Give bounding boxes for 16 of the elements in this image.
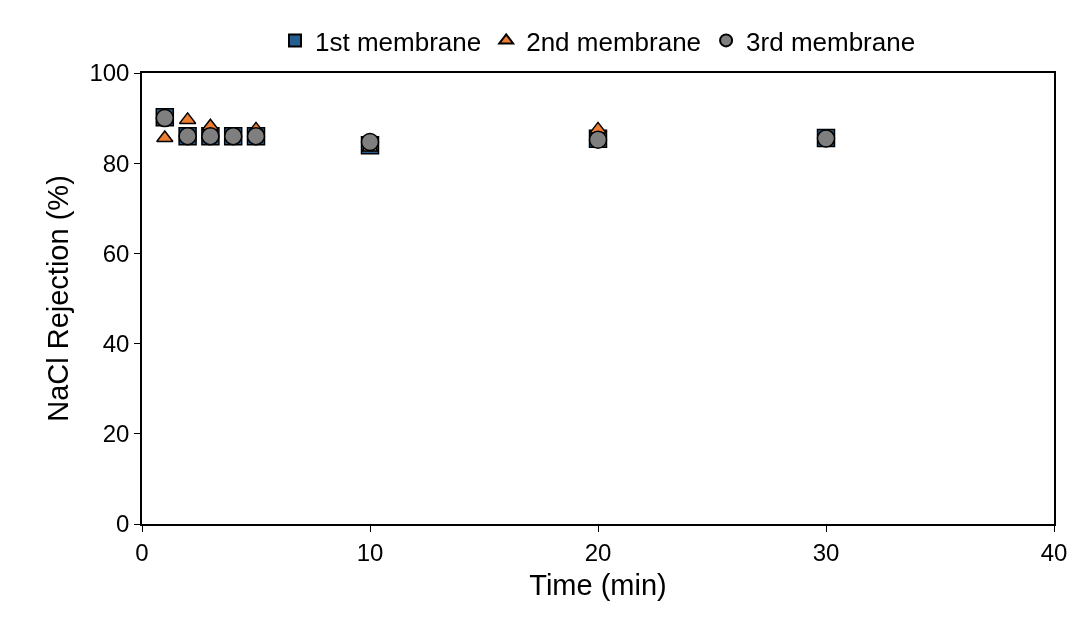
x-tick-label: 10 bbox=[356, 538, 384, 566]
legend-label: 1st membrane bbox=[315, 26, 482, 57]
legend-label: 2nd membrane bbox=[526, 26, 702, 57]
y-tick-label: 80 bbox=[102, 149, 130, 177]
x-axis-title: Time (min) bbox=[529, 568, 667, 601]
y-tick-label: 100 bbox=[89, 59, 130, 87]
y-tick-label: 0 bbox=[116, 510, 130, 538]
y-tick-label: 40 bbox=[102, 330, 130, 357]
y-tick-label: 20 bbox=[102, 420, 130, 448]
x-tick-label: 0 bbox=[135, 538, 149, 566]
y-tick-label: 60 bbox=[102, 239, 130, 267]
x-tick-label: 30 bbox=[812, 538, 840, 566]
x-tick-label: 40 bbox=[1040, 538, 1068, 566]
y-axis-title: NaCl Rejection (%) bbox=[42, 175, 75, 422]
x-tick-label: 20 bbox=[584, 538, 612, 566]
legend-label: 3rd membrane bbox=[746, 26, 916, 57]
